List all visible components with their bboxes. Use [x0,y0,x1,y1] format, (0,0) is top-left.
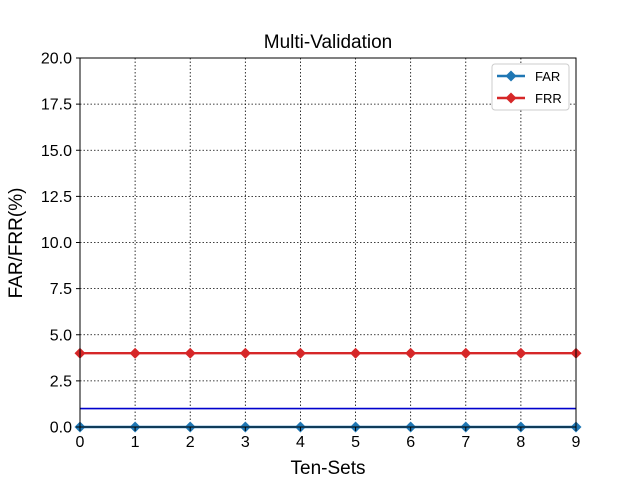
y-tick-label: 5.0 [50,327,72,344]
data-point-frr [350,347,362,359]
y-tick-label: 15.0 [41,143,72,160]
x-tick-label: 7 [461,434,470,451]
data-point-frr [515,347,527,359]
y-tick-label: 12.5 [41,189,72,206]
x-tick-label: 8 [516,434,525,451]
x-tick-label: 2 [186,434,195,451]
series-group [74,347,582,433]
y-tick-label: 17.5 [41,97,72,114]
y-tick-label: 0.0 [50,420,72,437]
data-point-frr [460,347,472,359]
legend-label-far: FAR [535,69,560,84]
series-frr [74,347,582,359]
x-tick-label: 4 [296,434,305,451]
x-tick-label: 6 [406,434,415,451]
x-tick-label: 0 [76,434,85,451]
legend-label-frr: FRR [535,91,562,106]
chart-title: Multi-Validation [264,32,392,53]
data-point-frr [294,347,306,359]
x-axis: 0 1 2 3 4 5 6 7 8 9 [76,427,581,451]
data-point-frr [239,347,251,359]
x-axis-label: Ten-Sets [291,458,366,479]
x-tick-label: 1 [131,434,140,451]
x-tick-label: 3 [241,434,250,451]
legend: FAR FRR [491,63,570,111]
legend-marker-far [505,70,517,82]
legend-marker-frr [505,92,517,104]
y-tick-label: 20.0 [41,51,72,68]
y-tick-label: 7.5 [50,281,72,298]
y-axis: 0.0 2.5 5.0 7.5 10.0 12.5 15.0 17.5 20.0 [41,51,80,437]
x-tick-label: 5 [351,434,360,451]
grid [79,57,577,428]
data-point-frr [129,347,141,359]
data-point-frr [405,347,417,359]
data-point-frr [184,347,196,359]
x-tick-label: 9 [572,434,581,451]
y-tick-label: 2.5 [50,373,72,390]
y-tick-label: 10.0 [41,235,72,252]
y-axis-label: FAR/FRR(%) [6,188,27,299]
